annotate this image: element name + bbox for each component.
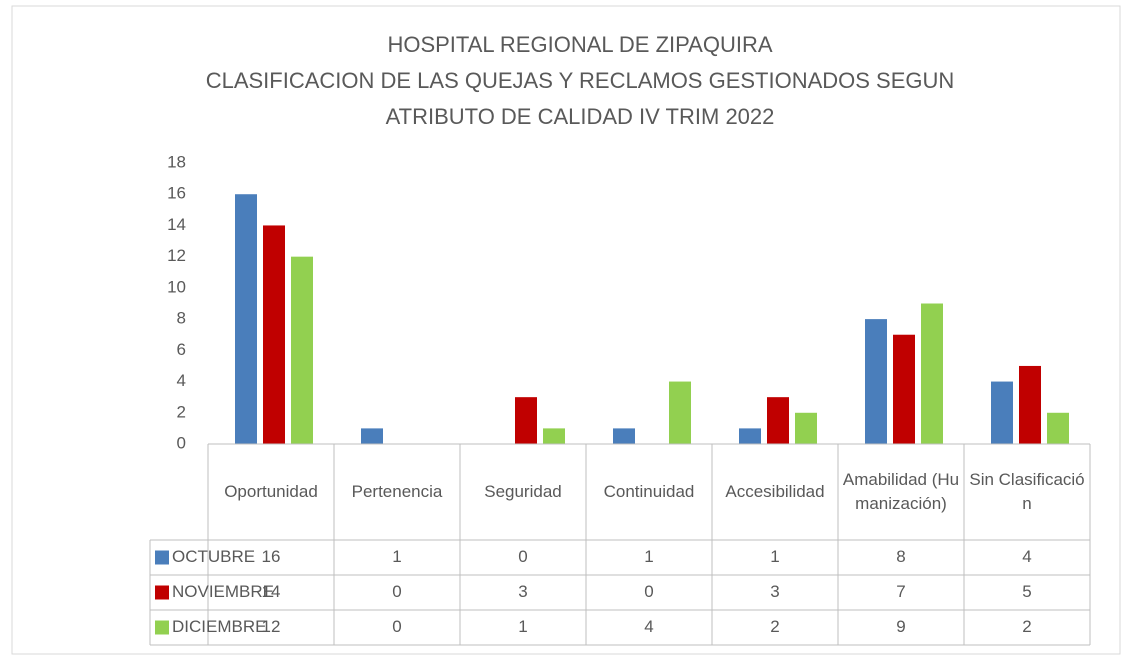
chart-title: HOSPITAL REGIONAL DE ZIPAQUIRA	[387, 32, 772, 57]
table-value: 0	[644, 582, 653, 601]
table-value: 7	[896, 582, 905, 601]
table-value: 8	[896, 547, 905, 566]
table-value: 9	[896, 617, 905, 636]
table-value: 2	[770, 617, 779, 636]
table-value: 1	[644, 547, 653, 566]
table-value: 0	[392, 582, 401, 601]
y-tick-label: 10	[167, 277, 186, 296]
table-value: 0	[392, 617, 401, 636]
table-value: 4	[1022, 547, 1031, 566]
x-tick-label: Accesibilidad	[725, 482, 825, 501]
table-value: 0	[518, 547, 527, 566]
y-tick-label: 18	[167, 152, 186, 171]
bar	[921, 303, 943, 444]
legend-label: NOVIEMBRE	[172, 582, 274, 601]
bar	[865, 319, 887, 444]
y-tick-label: 0	[177, 433, 186, 452]
bar	[739, 428, 761, 444]
x-tick-label: Seguridad	[484, 482, 562, 501]
table-value: 4	[644, 617, 653, 636]
y-tick-label: 8	[177, 309, 186, 328]
table-value: 16	[262, 547, 281, 566]
bar	[1047, 412, 1069, 444]
table-value: 1	[770, 547, 779, 566]
table-value: 12	[262, 617, 281, 636]
bar	[991, 381, 1013, 444]
y-tick-label: 6	[177, 340, 186, 359]
table-value: 1	[392, 547, 401, 566]
x-tick-label: Continuidad	[603, 482, 695, 501]
bar	[1019, 365, 1041, 444]
y-tick-label: 4	[177, 371, 186, 390]
table-value: 14	[262, 582, 281, 601]
legend-label: OCTUBRE	[172, 547, 255, 566]
y-tick-label: 12	[167, 246, 186, 265]
chart-frame	[11, 5, 1121, 655]
table-value: 2	[1022, 617, 1031, 636]
y-tick-label: 14	[167, 215, 186, 234]
x-tick-label: Sin Clasificación	[969, 470, 1085, 513]
x-tick-label: Pertenencia	[351, 482, 443, 501]
y-tick-label: 16	[167, 184, 186, 203]
bar	[263, 225, 285, 444]
chart-title: ATRIBUTO DE CALIDAD IV TRIM 2022	[386, 104, 775, 129]
y-tick-label: 2	[177, 402, 186, 421]
bar	[669, 381, 691, 444]
bar	[767, 397, 789, 444]
bar	[291, 256, 313, 444]
x-tick-label: Amabilidad (Humanización)	[842, 470, 960, 513]
x-tick-label: Oportunidad	[224, 482, 318, 501]
bar	[795, 412, 817, 444]
chart-title: CLASIFICACION DE LAS QUEJAS Y RECLAMOS G…	[206, 68, 955, 93]
legend-key	[155, 550, 169, 565]
bar	[515, 397, 537, 444]
table-value: 3	[770, 582, 779, 601]
legend-key	[155, 585, 169, 600]
bar	[613, 428, 635, 444]
bar	[543, 428, 565, 444]
legend-key	[155, 620, 169, 635]
table-value: 3	[518, 582, 527, 601]
table-value: 5	[1022, 582, 1031, 601]
bar	[361, 428, 383, 444]
table-value: 1	[518, 617, 527, 636]
bar	[893, 334, 915, 444]
legend-label: DICIEMBRE	[172, 617, 266, 636]
bar	[235, 194, 257, 444]
